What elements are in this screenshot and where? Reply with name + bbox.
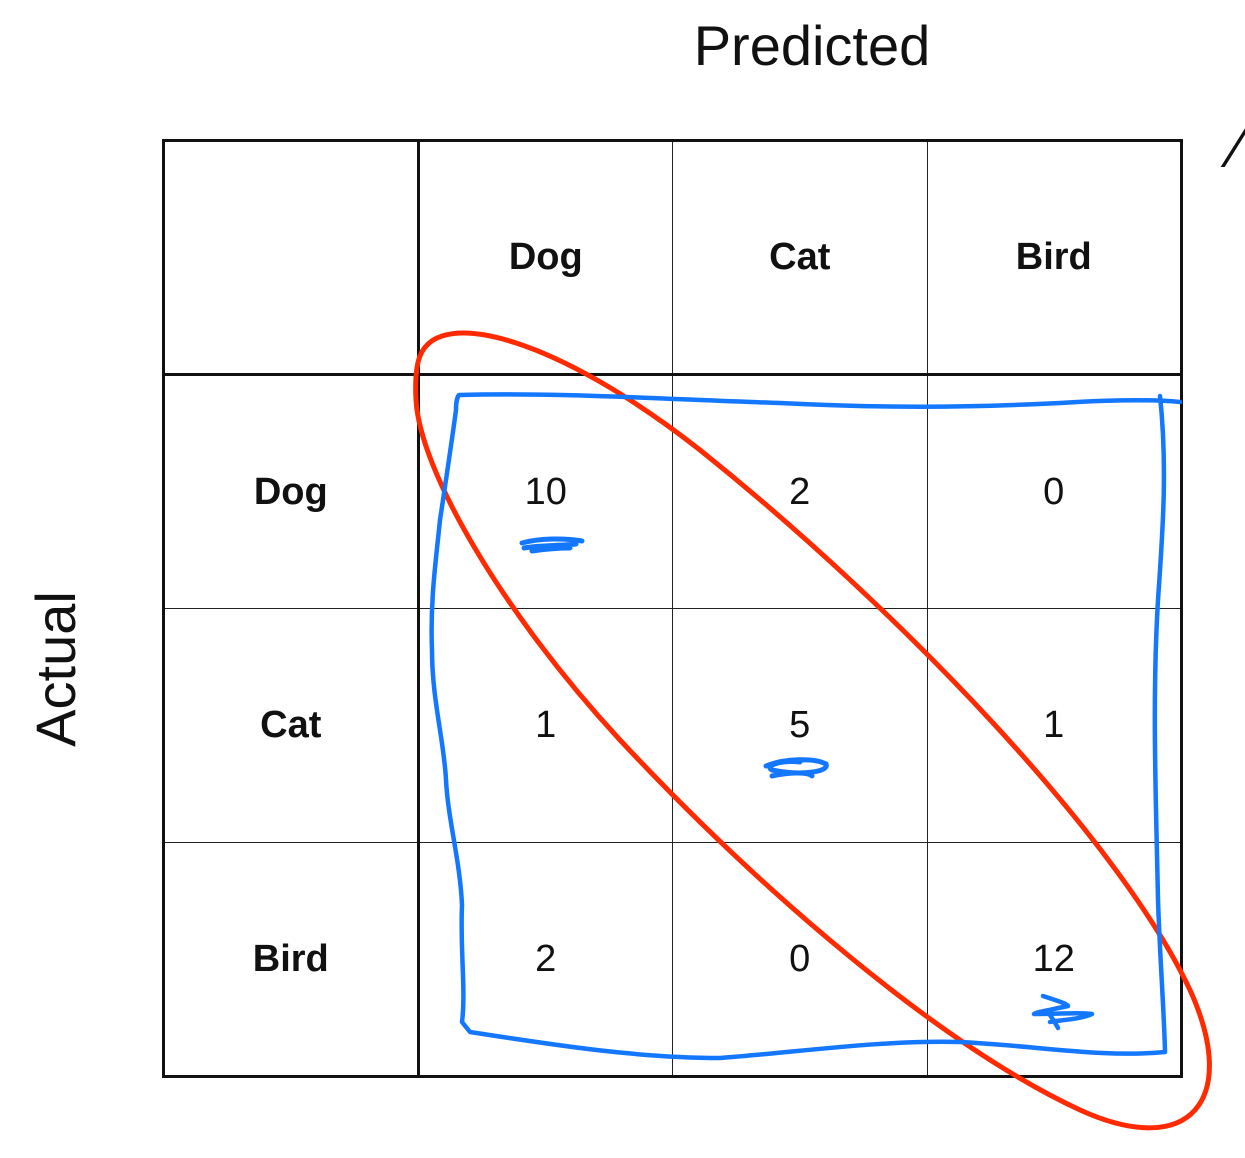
cell-cat-bird: 1 xyxy=(926,608,1183,843)
row-header-dog: Dog xyxy=(162,374,420,609)
confusion-matrix: Dog Cat Bird Dog 10 2 0 Cat 1 5 1 Bird 2… xyxy=(162,139,1183,1078)
cell-bird-cat: 0 xyxy=(672,842,928,1078)
matrix-row-bird: Bird 2 0 12 xyxy=(162,842,1183,1078)
actual-axis-title: Actual xyxy=(24,591,87,747)
cell-bird-dog: 2 xyxy=(417,842,673,1078)
cell-cat-cat: 5 xyxy=(672,608,928,843)
cell-cat-dog: 1 xyxy=(417,608,673,843)
column-header-cat: Cat xyxy=(672,139,928,376)
cell-bird-bird: 12 xyxy=(926,842,1183,1078)
row-header-cat: Cat xyxy=(162,608,420,843)
matrix-row-cat: Cat 1 5 1 xyxy=(162,608,1183,843)
cell-dog-cat: 2 xyxy=(672,374,928,609)
header-row: Dog Cat Bird xyxy=(162,139,1183,376)
column-header-bird: Bird xyxy=(926,139,1183,376)
row-header-bird: Bird xyxy=(162,842,420,1078)
corner-cell xyxy=(162,139,420,376)
cell-dog-dog: 10 xyxy=(417,374,673,609)
cell-dog-bird: 0 xyxy=(926,374,1183,609)
column-header-dog: Dog xyxy=(417,139,673,376)
matrix-row-dog: Dog 10 2 0 xyxy=(162,374,1183,609)
predicted-axis-title: Predicted xyxy=(693,14,931,77)
cropped-glyph: ⁄ xyxy=(1232,116,1242,179)
